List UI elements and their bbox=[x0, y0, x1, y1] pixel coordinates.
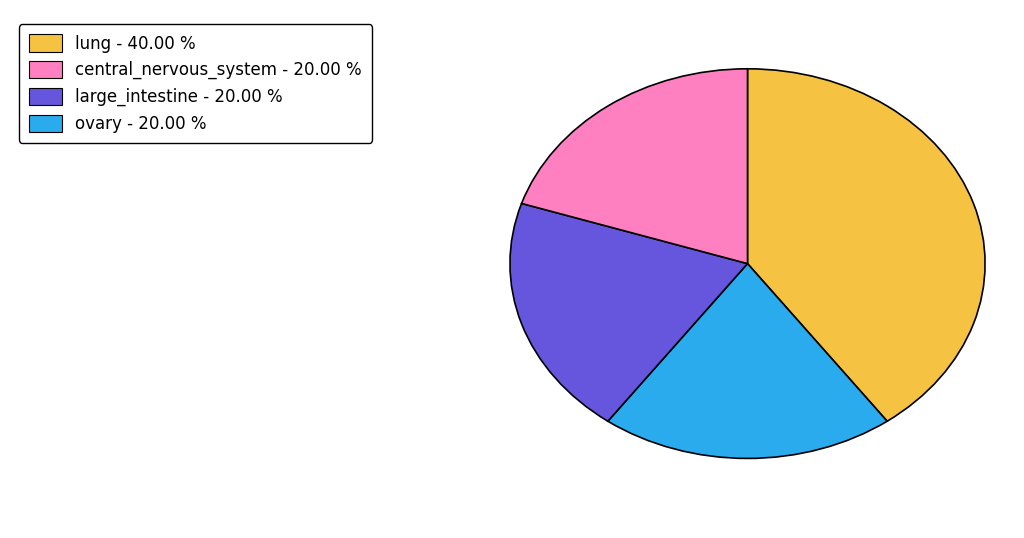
Wedge shape bbox=[608, 264, 887, 458]
Wedge shape bbox=[748, 69, 985, 421]
Wedge shape bbox=[510, 203, 748, 421]
Legend: lung - 40.00 %, central_nervous_system - 20.00 %, large_intestine - 20.00 %, ova: lung - 40.00 %, central_nervous_system -… bbox=[18, 24, 372, 143]
Wedge shape bbox=[521, 69, 748, 264]
